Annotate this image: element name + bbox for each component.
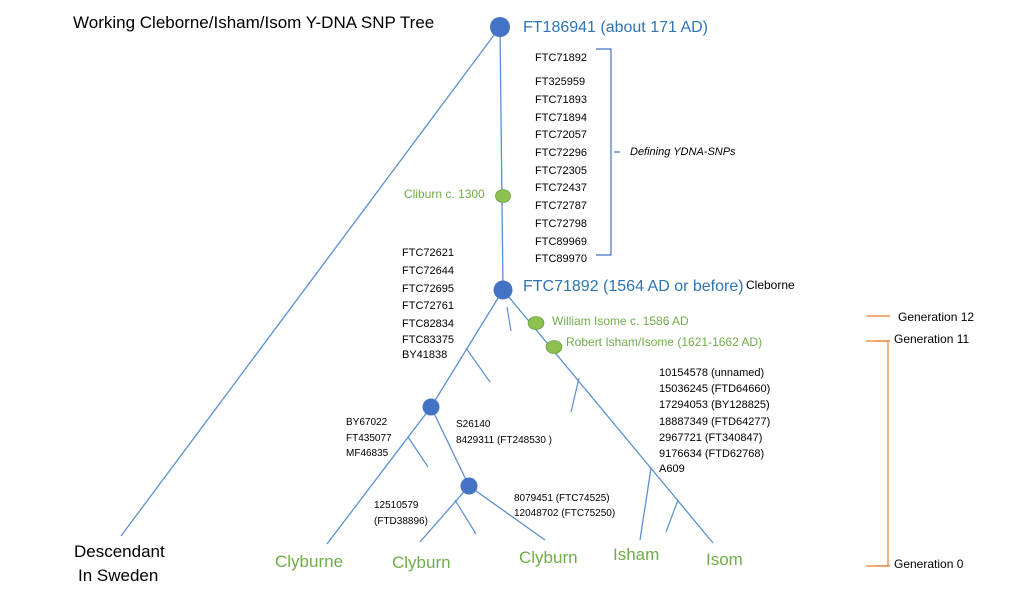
node-by67022 xyxy=(422,398,440,416)
node-ftc71892 xyxy=(493,280,513,300)
by67022-snp-list: BY67022 FT435077 MF46835 xyxy=(346,417,392,459)
generation-0-label: Generation 0 xyxy=(894,557,964,571)
snp-label: 12510579 xyxy=(374,500,419,511)
leaf-sweden-line2: In Sweden xyxy=(78,566,158,585)
node-root xyxy=(490,17,510,37)
defining-snps-label: Defining YDNA-SNPs xyxy=(630,146,736,158)
ftc71892-snp-list: FTC72621 FTC72644 FTC72695 FTC72761 FTC82834… xyxy=(402,247,454,361)
tick-mark xyxy=(454,499,477,535)
diagram-title: Working Cleborne/Isham/Isom Y-DNA SNP Tr… xyxy=(73,13,434,32)
snp-label: 10154578 (unnamed) xyxy=(659,367,764,379)
snp-label: FTC71894 xyxy=(535,112,587,124)
defining-snps-bracket xyxy=(596,48,612,256)
snp-label: 18887349 (FTD64277) xyxy=(659,416,770,428)
snp-label: 15036245 (FTD64660) xyxy=(659,383,770,395)
branch-root-to-ftc71892 xyxy=(499,26,504,291)
tick-mark xyxy=(407,436,429,468)
branch-s26140-to-clyburn2 xyxy=(468,485,546,541)
snp-label: FTC72057 xyxy=(535,129,587,141)
snp-label: FTC72798 xyxy=(535,218,587,230)
s26140-snp-list: S26140 8429311 (FT248530 ) xyxy=(456,419,552,446)
snp-label: A609 xyxy=(659,463,685,475)
defining-snp-list: FTC71892 FT325959 FTC71893 FTC71894 FTC72057… xyxy=(535,52,587,265)
snp-label: 8079451 (FTC74525) xyxy=(514,493,610,504)
snp-label: FTC71893 xyxy=(535,94,587,106)
snp-label: 12048702 (FTC75250) xyxy=(514,508,615,519)
snp-label: 2967721 (FT340847) xyxy=(659,432,762,444)
node-s26140 xyxy=(460,477,478,495)
branch-isom-to-isham xyxy=(639,467,652,541)
snp-label: FTC72437 xyxy=(535,182,587,194)
snp-label: BY41838 xyxy=(402,349,447,361)
cleborne-label: Cleborne xyxy=(746,278,795,292)
tree-nodes xyxy=(422,17,563,495)
snp-label: FT435077 xyxy=(346,433,392,444)
leaf-isham: Isham xyxy=(613,545,659,564)
tick-mark xyxy=(465,347,491,383)
snp-label: 9176634 (FTD62768) xyxy=(659,448,764,460)
william-isome-label: William Isome c. 1586 AD xyxy=(552,314,689,328)
ftc71892-node-label: FTC71892 (1564 AD or before) xyxy=(523,278,744,295)
branch-by67022-to-clyburne xyxy=(326,406,432,545)
snp-label: FTC72305 xyxy=(535,165,587,177)
snp-label: BY67022 xyxy=(346,417,388,428)
isom-snp-list: 10154578 (unnamed) 15036245 (FTD64660) 172… xyxy=(659,367,770,475)
snp-label: FTC72296 xyxy=(535,147,587,159)
snp-label: S26140 xyxy=(456,419,491,430)
snp-label: FTC72695 xyxy=(402,283,454,295)
leaf-clyburn-2: Clyburn xyxy=(519,548,578,567)
snp-label: FTC83375 xyxy=(402,334,454,346)
snp-label: 17294053 (BY128825) xyxy=(659,399,770,411)
node-cliburn xyxy=(495,189,511,203)
robert-isham-label: Robert Isham/Isome (1621-1662 AD) xyxy=(566,335,762,349)
generation-bracket xyxy=(866,315,890,567)
leaf-isom: Isom xyxy=(706,550,743,569)
generation-11-label: Generation 11 xyxy=(894,332,969,346)
snp-label: 8429311 (FT248530 ) xyxy=(456,435,552,446)
snp-label: FTC72644 xyxy=(402,265,454,277)
root-node-label: FT186941 (about 171 AD) xyxy=(523,19,708,36)
snp-label: FTC72787 xyxy=(535,200,587,212)
leaf-sweden-line1: Descendant xyxy=(74,542,165,561)
branch-root-to-sweden xyxy=(120,26,501,537)
snp-label: FT325959 xyxy=(535,76,585,88)
branch-s26140-to-clyburn1 xyxy=(419,485,470,543)
snp-list-12510579: 12510579 (FTD38896) xyxy=(374,500,428,527)
node-william-isome xyxy=(527,316,545,330)
generation-12-label: Generation 12 xyxy=(898,310,974,324)
snp-label: (FTD38896) xyxy=(374,516,428,527)
snp-label: FTC72621 xyxy=(402,247,454,259)
tree-branches xyxy=(120,26,714,545)
snp-label: FTC89970 xyxy=(535,253,587,265)
snp-label: MF46835 xyxy=(346,448,389,459)
generation-range-bracket xyxy=(876,340,889,567)
snp-label: FTC82834 xyxy=(402,318,454,330)
tick-mark xyxy=(665,499,679,533)
branch-by67022-to-s26140 xyxy=(430,406,470,487)
cliburn-node-label: Cliburn c. 1300 xyxy=(404,187,485,201)
node-robert-isham xyxy=(545,340,563,354)
tick-mark xyxy=(570,377,580,413)
tick-mark xyxy=(506,306,512,332)
snp-label: FTC89969 xyxy=(535,236,587,248)
leaf-clyburne: Clyburne xyxy=(275,552,343,571)
snp-label: FTC72761 xyxy=(402,300,454,312)
snp-list-8079451: 8079451 (FTC74525) 12048702 (FTC75250) xyxy=(514,493,615,519)
leaf-clyburn-1: Clyburn xyxy=(392,553,451,572)
snp-label: FTC71892 xyxy=(535,52,587,64)
